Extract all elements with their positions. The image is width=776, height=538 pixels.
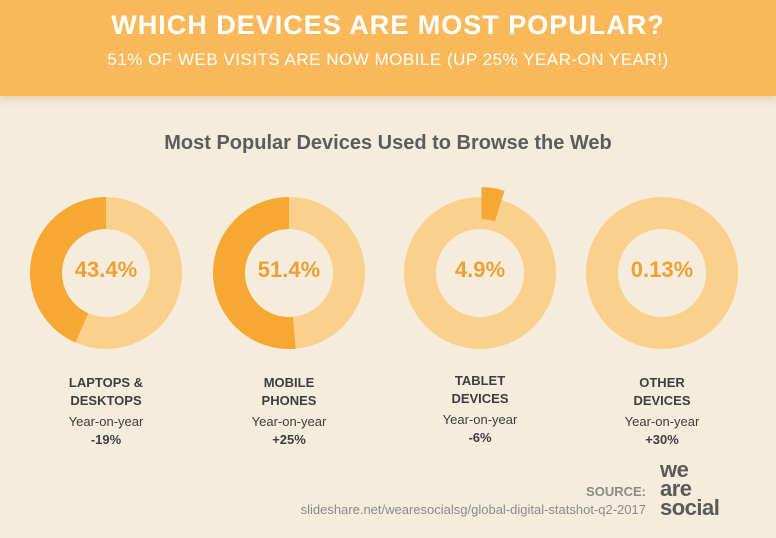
tablet-remainder-slice [404,197,556,349]
chart-title: Most Popular Devices Used to Browse the … [164,132,612,154]
other-donut [586,197,738,349]
mobile-percent-label: 51.4% [257,257,321,282]
mobile-donut [212,197,365,350]
laptops-yoy-text: Year-on-year [68,414,144,429]
tablet-yoy-text: Year-on-year [442,412,518,427]
page-title: WHICH DEVICES ARE MOST POPULAR? [111,10,665,40]
tablet-label-line2: DEVICES [451,391,509,406]
other-label-line1: OTHER [639,375,685,390]
laptops-value-slice [30,197,106,343]
tablet-percent-label: 4.9% [454,257,506,282]
source-label: SOURCE: [586,484,646,499]
tablet-label-line1: TABLET [454,373,506,388]
tablet-donut [404,187,556,349]
other-yoy-value: +30% [645,432,679,447]
header-banner: WHICH DEVICES ARE MOST POPULAR? 51% OF W… [0,0,776,96]
source-url: slideshare.net/wearesocialsg/global-digi… [300,502,646,517]
mobile-label-line2: PHONES [261,393,317,408]
tablet-value-slice [481,187,505,222]
logo-line-are: are [660,476,692,501]
mobile-yoy-text: Year-on-year [251,414,327,429]
we-are-social-logo: we are social [660,457,740,520]
other-remainder-slice [586,197,738,349]
logo-line-we: we [660,457,689,482]
other-yoy-text: Year-on-year [624,414,700,429]
mobile-label-line1: MOBILE [263,375,315,390]
page-subtitle: 51% OF WEB VISITS ARE NOW MOBILE (UP 25%… [107,50,669,69]
tablet-yoy-value: -6% [468,430,492,445]
laptops-yoy-value: -19% [90,432,122,447]
laptops-label-line2: DESKTOPS [70,393,142,408]
other-label-line2: DEVICES [633,393,691,408]
logo-line-social: social [660,495,720,520]
laptops-donut [30,197,182,349]
mobile-value-slice [212,197,296,350]
laptops-label-line1: LAPTOPS & [68,375,144,390]
laptops-percent-label: 43.4% [74,257,138,282]
mobile-yoy-value: +25% [272,432,306,447]
other-percent-label: 0.13% [630,257,694,282]
